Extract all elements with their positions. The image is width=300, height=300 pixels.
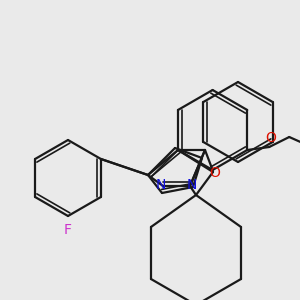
Text: N: N: [156, 178, 166, 192]
Text: O: O: [265, 131, 276, 145]
Text: O: O: [210, 166, 220, 180]
Text: N: N: [187, 178, 197, 192]
Text: F: F: [64, 223, 72, 237]
